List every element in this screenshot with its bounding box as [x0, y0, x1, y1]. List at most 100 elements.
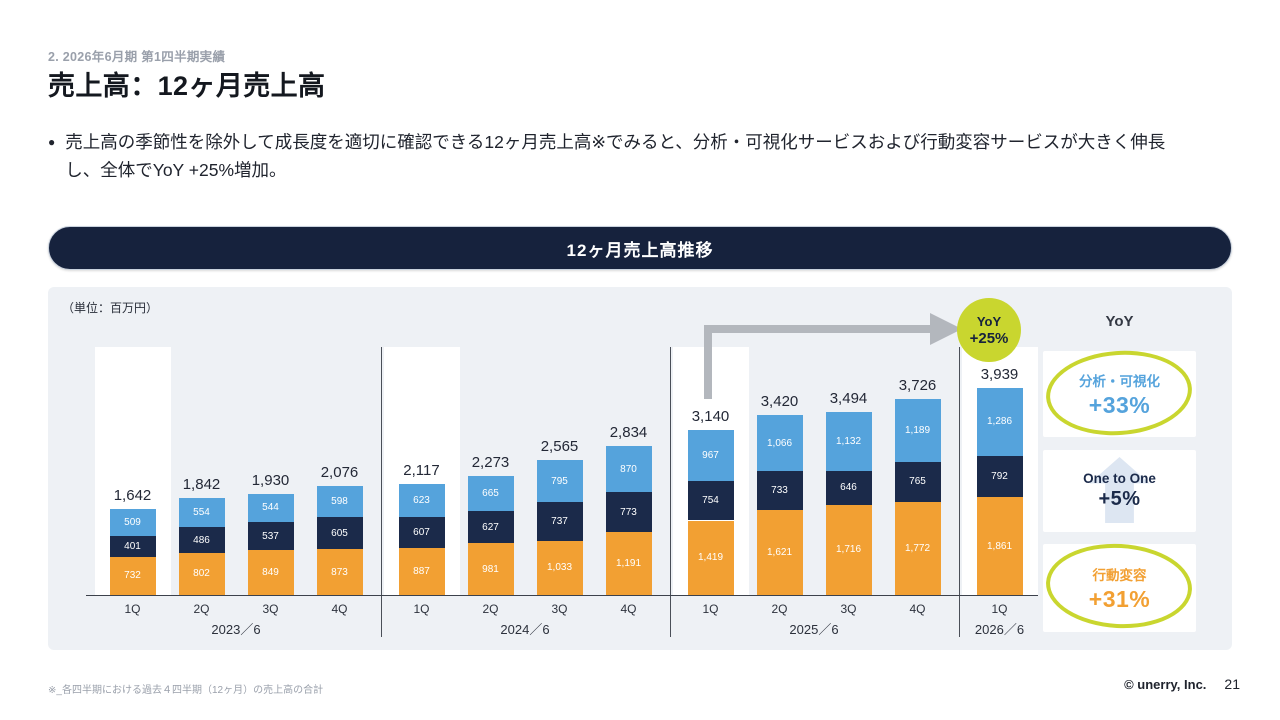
yoy-item-value: +5% [1098, 488, 1141, 510]
bar-segment-behavior: 1,621 [756, 509, 803, 595]
x-tick-label: 4Q [620, 602, 637, 616]
group-separator [380, 347, 382, 637]
bar-total-label: 2,117 [403, 461, 440, 479]
x-tick-label: 1Q [124, 602, 141, 616]
year-group-label: 2024／6 [500, 622, 550, 637]
group-separator [958, 347, 960, 637]
bar-segment-behavior: 732 [109, 556, 156, 595]
x-tick-label: 4Q [909, 602, 926, 616]
x-tick-label: 3Q [551, 602, 568, 616]
bar-segment-onetoone: 733 [756, 471, 803, 510]
chart-card: （単位：百万円） 2023／6 2024／6 2025／6 2026／6 732 401 5… [48, 287, 1232, 650]
x-tick-label: 1Q [702, 602, 719, 616]
bar-total-label: 2,565 [540, 438, 579, 456]
unit-label: （単位：百万円） [62, 301, 159, 315]
group-separator [669, 347, 671, 637]
bar-segment-onetoone: 792 [976, 455, 1023, 498]
bar-total-label: 2,834 [609, 424, 648, 442]
bar-segment-onetoone: 627 [467, 510, 514, 544]
bar-segment-behavior: 981 [467, 543, 514, 595]
bar-total-label: 3,939 [980, 366, 1019, 384]
bar-segment-analysis: 967 [687, 430, 734, 481]
yoy-panel-title: YoY [1105, 313, 1134, 330]
copyright-text: © unerry, Inc. [1124, 677, 1207, 692]
x-tick-label: 3Q [840, 602, 857, 616]
x-tick-label: 2Q [771, 602, 788, 616]
year-group-label: 2026／6 [974, 622, 1025, 637]
bar-segment-onetoone: 486 [178, 527, 225, 553]
banner-title: 12ヶ月売上高推移 [566, 240, 714, 260]
bar-total-label: 3,420 [760, 393, 799, 411]
bar-total-label: 1,642 [113, 486, 152, 504]
section-label: 2. 2026年6月期 第1四半期実績 [48, 50, 226, 64]
bar-segment-onetoone: 765 [894, 461, 941, 502]
bar-segment-onetoone: 537 [247, 522, 294, 551]
bar-segment-analysis: 623 [398, 483, 445, 517]
bar-segment-onetoone: 737 [536, 502, 583, 541]
x-tick-label: 4Q [331, 602, 348, 616]
bar-segment-analysis: 665 [467, 475, 514, 511]
bar-segment-analysis: 598 [316, 486, 363, 518]
copyright: © unerry, Inc. 21 [1124, 676, 1240, 692]
bar-segment-onetoone: 754 [687, 480, 734, 521]
x-tick-label: 2Q [193, 602, 210, 616]
yoy-item-label: 分析・可視化 [1079, 373, 1160, 389]
bar-segment-onetoone: 605 [316, 517, 363, 550]
bar-segment-analysis: 554 [178, 498, 225, 528]
yoy-box-onetoone: One to One +5% [1043, 450, 1196, 532]
bar-total-label: 1,930 [251, 471, 290, 489]
yoy-badge-value: +25% [969, 329, 1009, 347]
yoy-panel: YoY 分析・可視化 +33% One to One +5% 行動変容 +31% [1043, 287, 1196, 650]
yoy-box-behavior: 行動変容 +31% [1043, 540, 1196, 632]
x-axis-line [86, 595, 1038, 596]
bar-total-label: 2,273 [471, 453, 510, 471]
bar-segment-analysis: 509 [109, 508, 156, 536]
x-tick-label: 1Q [991, 602, 1008, 616]
yoy-badge: YoY +25% [957, 298, 1021, 362]
bar-segment-analysis: 1,132 [825, 411, 872, 471]
bar-segment-behavior: 1,861 [976, 497, 1023, 595]
bar-segment-behavior: 1,716 [825, 504, 872, 595]
yoy-box-analysis: 分析・可視化 +33% [1043, 346, 1196, 440]
bar-total-label: 1,842 [182, 476, 221, 494]
bar-segment-analysis: 1,189 [894, 399, 941, 462]
year-group-label: 2023／6 [211, 622, 261, 637]
chart-plot: 2023／6 2024／6 2025／6 2026／6 732 401 509 1,642 1Q… [48, 287, 1040, 650]
bar-segment-analysis: 1,066 [756, 415, 803, 472]
yoy-item-label: 行動変容 [1092, 567, 1147, 583]
bar-segment-behavior: 873 [316, 549, 363, 595]
year-group-label: 2025／6 [789, 622, 839, 637]
bar-segment-onetoone: 401 [109, 535, 156, 557]
yoy-item-value: +33% [1088, 391, 1151, 418]
bar-segment-analysis: 1,286 [976, 388, 1023, 456]
page-title: 売上高：12ヶ月売上高 [48, 71, 326, 101]
bullet-icon: ● [48, 135, 56, 149]
x-tick-label: 1Q [413, 602, 430, 616]
bar-segment-onetoone: 607 [398, 516, 445, 549]
bar-segment-analysis: 795 [536, 460, 583, 503]
x-tick-label: 2Q [482, 602, 499, 616]
x-tick-label: 3Q [262, 602, 279, 616]
yoy-item-label: One to One [1083, 471, 1156, 486]
yoy-item-value: +31% [1088, 585, 1151, 612]
page-number: 21 [1224, 676, 1240, 692]
summary-text: 売上高の季節性を除外して成長度を適切に確認できる12ヶ月売上高※でみると、分析・… [65, 132, 1166, 181]
bar-segment-analysis: 870 [605, 446, 652, 492]
chart-banner: 12ヶ月売上高推移 [48, 226, 1232, 270]
bar-total-label: 3,140 [691, 408, 730, 426]
bar-total-label: 3,494 [829, 389, 868, 407]
bar-segment-behavior: 887 [398, 548, 445, 595]
bar-segment-behavior: 802 [178, 552, 225, 595]
footnote: ※_各四半期における過去４四半期（12ヶ月）の売上高の合計 [48, 685, 324, 696]
bar-segment-behavior: 849 [247, 550, 294, 595]
bar-segment-behavior: 1,772 [894, 501, 941, 595]
summary-bullet: ● 売上高の季節性を除外して成長度を適切に確認できる12ヶ月売上高※でみると、分… [48, 128, 1208, 185]
yoy-badge-title: YoY [976, 313, 1002, 329]
bar-segment-analysis: 544 [247, 493, 294, 523]
bar-segment-onetoone: 646 [825, 470, 872, 505]
bar-total-label: 2,076 [320, 464, 359, 481]
bar-total-label: 3,726 [898, 377, 937, 395]
bar-segment-behavior: 1,191 [605, 532, 652, 595]
bar-segment-behavior: 1,419 [687, 520, 734, 595]
